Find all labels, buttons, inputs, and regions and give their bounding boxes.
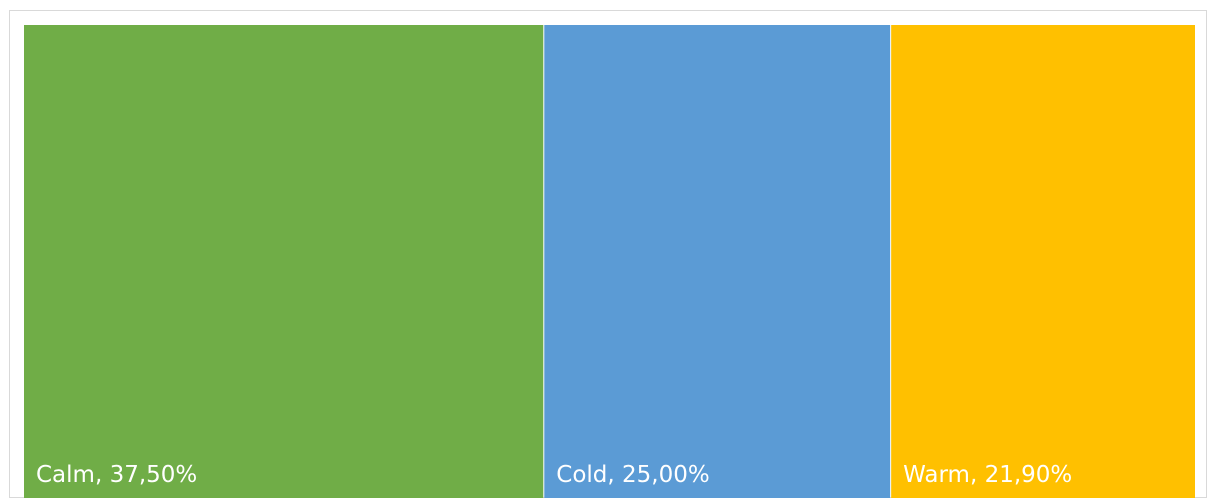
treemap-tile-warm bbox=[891, 25, 1195, 498]
treemap-label-warm: Warm, 21,90% bbox=[903, 462, 1072, 488]
treemap-label-cold: Cold, 25,00% bbox=[556, 462, 709, 488]
treemap-tile-cold bbox=[544, 25, 891, 498]
treemap-tile-calm bbox=[24, 25, 544, 498]
treemap-label-calm: Calm, 37,50% bbox=[36, 462, 197, 488]
